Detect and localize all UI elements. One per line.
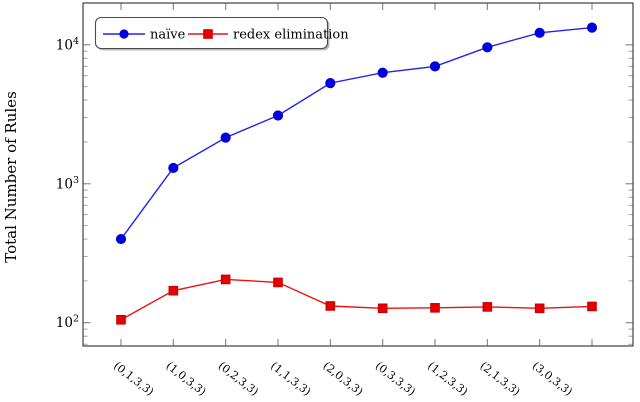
series-naive bbox=[115, 22, 598, 245]
legend-marker-square bbox=[203, 29, 213, 39]
legend-marker-circle bbox=[119, 29, 129, 39]
data-point-square bbox=[325, 301, 336, 311]
data-point-circle bbox=[325, 78, 336, 89]
data-point-circle bbox=[168, 162, 179, 174]
legend-label-redex-elimination: redex elimination bbox=[233, 28, 349, 43]
x-ticks bbox=[120, 3, 593, 346]
series-redex-elimination bbox=[116, 274, 597, 325]
data-point-square bbox=[116, 314, 126, 325]
data-point-circle bbox=[534, 27, 545, 38]
data-point-square bbox=[220, 274, 231, 285]
data-point-circle bbox=[482, 42, 493, 53]
series-line bbox=[120, 26, 593, 240]
y-major-ticks bbox=[83, 44, 633, 324]
legend: naïve redex elimination bbox=[94, 16, 349, 51]
data-point-square bbox=[587, 301, 597, 312]
data-point-circle bbox=[272, 110, 284, 121]
data-point-circle bbox=[115, 233, 127, 245]
data-point-circle bbox=[586, 22, 598, 33]
data-point-square bbox=[273, 277, 283, 288]
data-point-square bbox=[482, 302, 493, 312]
data-point-square bbox=[430, 303, 440, 313]
data-point-square bbox=[168, 285, 179, 296]
data-point-circle bbox=[429, 61, 441, 72]
plot-frame bbox=[82, 2, 634, 347]
data-point-circle bbox=[377, 67, 388, 78]
data-point-square bbox=[377, 303, 388, 314]
y-minor-ticks bbox=[83, 50, 633, 345]
data-point-circle bbox=[220, 132, 231, 143]
data-point-square bbox=[534, 303, 545, 314]
y-axis-label: Total Number of Rules bbox=[2, 91, 20, 263]
series-line bbox=[120, 278, 593, 321]
legend-label-naive: naïve bbox=[150, 28, 186, 43]
